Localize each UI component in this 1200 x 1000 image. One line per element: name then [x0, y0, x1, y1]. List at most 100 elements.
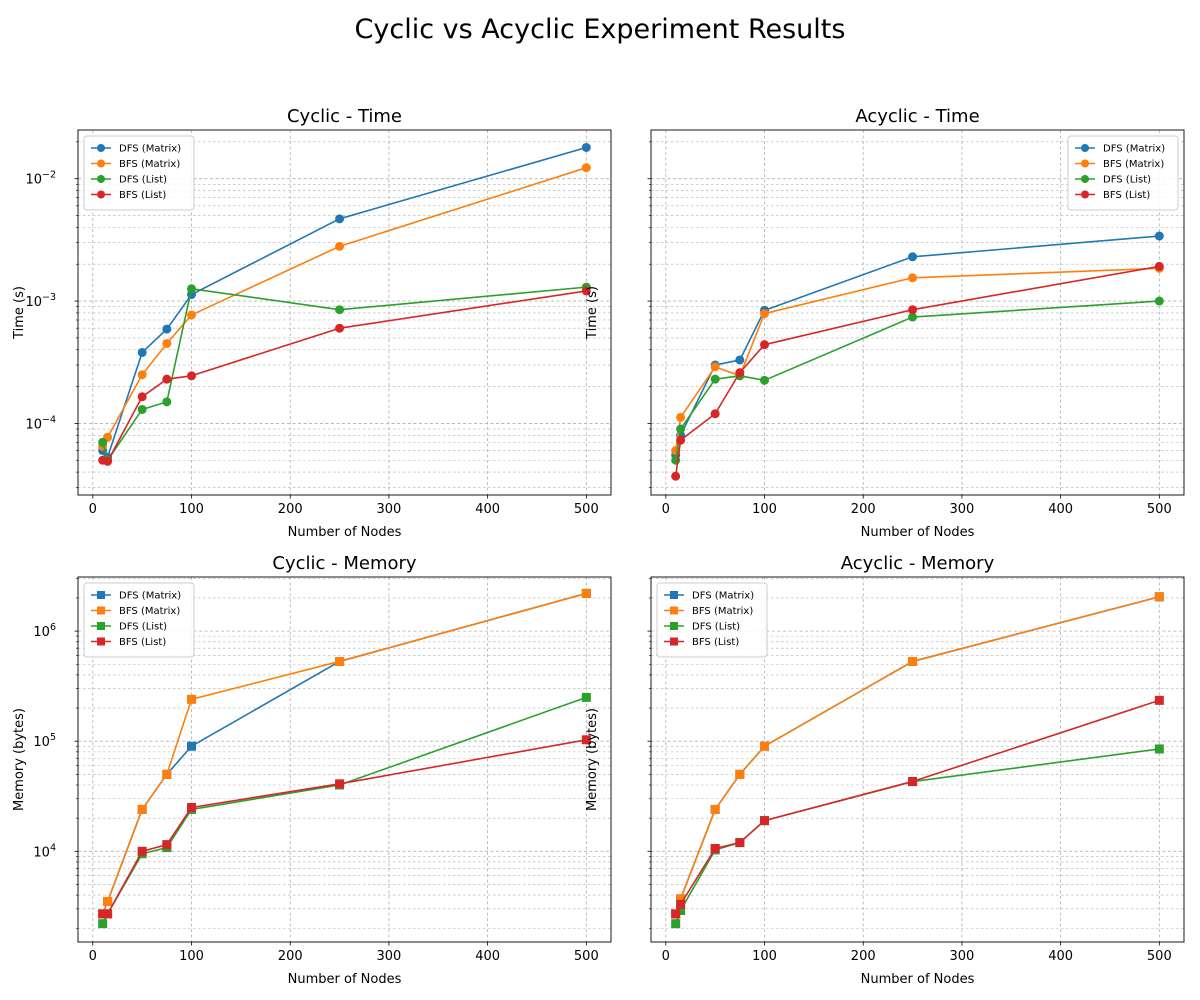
legend: DFS (Matrix) BFS (Matrix) DFS (List) BFS (L… [1067, 135, 1179, 211]
data-point [671, 919, 681, 929]
legend-label: DFS (List) [692, 622, 740, 633]
data-point [676, 905, 686, 915]
x-tick-label: 0 [89, 949, 97, 964]
legend-swatch-marker [1081, 159, 1089, 168]
legend-swatch-marker [97, 637, 105, 646]
data-point [162, 397, 172, 407]
x-tick-label: 100 [179, 949, 204, 964]
x-axis-label: Number of Nodes [288, 972, 402, 987]
x-tick-label: 500 [1147, 502, 1172, 517]
x-tick-label: 400 [475, 949, 500, 964]
data-point [676, 412, 686, 422]
data-point [1154, 231, 1164, 241]
y-axis-label: Time (s) [585, 286, 600, 340]
data-point [735, 769, 745, 779]
data-point [335, 323, 345, 333]
data-point [1154, 695, 1164, 705]
plot-frame [77, 576, 612, 943]
x-tick-label: 300 [377, 502, 402, 517]
data-point [908, 656, 918, 666]
legend-swatch-marker [1081, 190, 1089, 199]
x-tick-label: 300 [377, 949, 402, 964]
legend-label: BFS (List) [119, 190, 166, 201]
x-tick-label: 400 [1048, 949, 1073, 964]
data-point [187, 284, 197, 294]
x-tick-label: 100 [179, 502, 204, 517]
series-line [674, 300, 1160, 461]
legend-swatch-marker [670, 637, 678, 646]
plot-frame [77, 129, 612, 496]
data-point [710, 804, 720, 814]
chart-panel-3: 104 105 106 0 100 200 300 400 500 Cyclic - Memory… [12, 553, 612, 987]
legend-label: BFS (List) [1103, 190, 1150, 201]
data-point [162, 324, 172, 334]
data-point [335, 779, 345, 789]
data-point [162, 769, 172, 779]
data-point [162, 338, 172, 348]
chart-panel-4: 0 100 200 300 400 500 Acyclic - Memory Number o… [585, 553, 1185, 987]
x-tick-label: 0 [662, 502, 670, 517]
data-point [162, 840, 172, 850]
data-point [137, 370, 147, 380]
legend-label: BFS (Matrix) [119, 606, 180, 617]
data-point [1154, 261, 1164, 271]
data-point [760, 309, 770, 319]
data-point [137, 392, 147, 402]
data-point [103, 456, 113, 466]
data-point [710, 844, 720, 854]
x-tick-label: 400 [475, 502, 500, 517]
data-point [187, 802, 197, 812]
x-tick-label: 500 [1147, 949, 1172, 964]
data-point [676, 894, 686, 904]
plot-frame [650, 576, 1185, 943]
data-point [581, 142, 591, 152]
data-point [671, 471, 681, 481]
data-point [676, 899, 686, 909]
legend-label: DFS (List) [119, 622, 167, 633]
legend-swatch-marker [97, 591, 105, 599]
y-tick-label: 106 [33, 622, 56, 640]
chart-title: Cyclic - Memory [272, 553, 417, 574]
data-point [103, 896, 113, 906]
data-point [1154, 296, 1164, 306]
series-line [674, 235, 1160, 456]
x-tick-label: 500 [574, 949, 599, 964]
legend-label: DFS (List) [1103, 175, 1151, 186]
legend-swatch-marker [97, 144, 105, 152]
series-line [101, 696, 587, 925]
data-point [710, 409, 720, 419]
y-tick-label: 10−2 [25, 170, 56, 188]
legend-label: BFS (List) [692, 637, 739, 648]
data-point [98, 909, 108, 919]
legend-frame [1067, 135, 1179, 211]
x-tick-label: 200 [278, 502, 303, 517]
legend-swatch-marker [670, 622, 678, 630]
x-tick-label: 200 [278, 949, 303, 964]
legend-swatch-marker [1081, 144, 1089, 152]
data-point [137, 846, 147, 856]
legend-swatch-marker [97, 175, 105, 183]
legend-label: BFS (Matrix) [692, 606, 753, 617]
x-tick-label: 200 [851, 949, 876, 964]
data-point [335, 656, 345, 666]
data-point [137, 404, 147, 414]
x-tick-label: 100 [752, 949, 777, 964]
data-point [671, 909, 681, 919]
y-axis-label: Time (s) [12, 286, 27, 340]
legend-label: BFS (List) [119, 637, 166, 648]
y-tick-label: 104 [33, 842, 56, 860]
legend: DFS (Matrix) BFS (Matrix) DFS (List) BFS (L… [83, 582, 195, 658]
data-point [1154, 592, 1164, 602]
data-point [908, 305, 918, 315]
x-axis-label: Number of Nodes [288, 525, 402, 540]
data-point [581, 286, 591, 296]
data-point [103, 909, 113, 919]
x-tick-label: 300 [950, 949, 975, 964]
legend-frame [83, 135, 195, 211]
data-point [98, 437, 108, 447]
series-line [674, 748, 1160, 924]
legend-swatch-marker [670, 591, 678, 599]
data-point [162, 374, 172, 384]
